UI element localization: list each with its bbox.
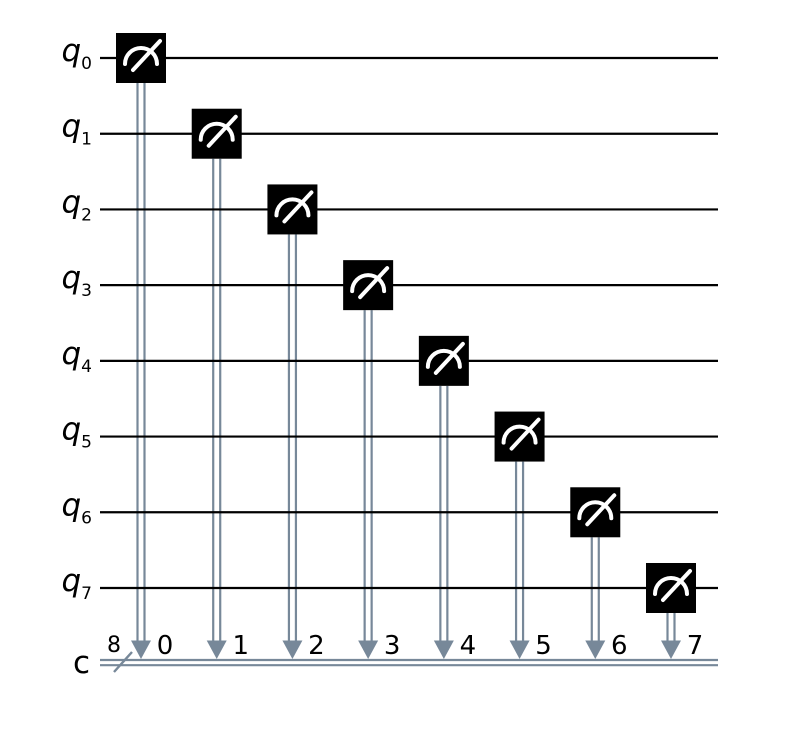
clbit-index-label-5: 5 bbox=[535, 631, 552, 661]
qubit-label-name-q3: q bbox=[61, 260, 81, 296]
measure-gauge-needle-icon-q2 bbox=[282, 190, 314, 224]
qubit-label-name-q5: q bbox=[61, 412, 81, 448]
clbit-index-label-4: 4 bbox=[460, 631, 477, 661]
measure-arrow-q4 bbox=[433, 640, 454, 659]
measure-arrow-q5 bbox=[509, 640, 530, 659]
qubit-label-sub-q4: 4 bbox=[81, 357, 92, 377]
qubit-label-q5: q5 bbox=[61, 412, 92, 453]
qubit-label-name-q4: q bbox=[61, 336, 81, 372]
measure-arrow-q0 bbox=[131, 640, 151, 659]
measure-gauge-arc-icon-q5 bbox=[501, 424, 538, 445]
qubit-label-name-q2: q bbox=[61, 184, 81, 220]
measure-gauge-needle-icon-q1 bbox=[206, 114, 238, 148]
clbit-index-label-0: 0 bbox=[157, 631, 174, 661]
qubit-label-sub-q7: 7 bbox=[81, 584, 92, 604]
measure-gauge-needle-icon-q5 bbox=[509, 417, 541, 451]
measure-gauge-needle-icon-q3 bbox=[358, 266, 390, 300]
clbit-index-label-6: 6 bbox=[611, 631, 628, 661]
creg-size-slash bbox=[113, 651, 133, 673]
qubit-label-q0: q0 bbox=[61, 33, 92, 74]
measure-gauge-arc-icon-q1 bbox=[198, 121, 235, 142]
qubit-label-name-q7: q bbox=[61, 563, 81, 599]
qubit-label-q7: q7 bbox=[61, 563, 92, 604]
measure-gauge-arc-icon-q3 bbox=[350, 273, 387, 294]
measure-gauge-arc-icon-q6 bbox=[577, 500, 614, 521]
qubit-label-q1: q1 bbox=[61, 109, 92, 150]
qubit-label-name-q1: q bbox=[61, 109, 81, 145]
measure-arrow-q3 bbox=[358, 640, 379, 659]
qubit-label-sub-q6: 6 bbox=[81, 508, 92, 528]
measure-gauge-arc-icon-q4 bbox=[425, 348, 462, 369]
measure-arrow-q7 bbox=[660, 640, 681, 659]
creg-size-label: 8 bbox=[107, 633, 121, 658]
qubit-label-q6: q6 bbox=[61, 487, 92, 528]
qubit-label-name-q0: q bbox=[61, 33, 81, 69]
qubit-label-name-q6: q bbox=[61, 487, 81, 523]
measure-gauge-needle-icon-q0 bbox=[131, 39, 162, 72]
qubit-label-sub-q1: 1 bbox=[81, 130, 92, 150]
measure-gauge-needle-icon-q7 bbox=[660, 568, 692, 602]
measure-gauge-arc-icon-q0 bbox=[123, 46, 159, 66]
clbit-index-label-3: 3 bbox=[384, 631, 401, 661]
qubit-label-sub-q3: 3 bbox=[81, 281, 92, 301]
qubit-label-q3: q3 bbox=[61, 260, 92, 301]
measure-arrow-q1 bbox=[206, 640, 227, 659]
clbit-index-label-2: 2 bbox=[308, 631, 325, 661]
measure-arrow-q2 bbox=[282, 640, 303, 659]
creg-label: c bbox=[73, 645, 90, 681]
measure-arrow-q6 bbox=[585, 640, 606, 659]
qubit-label-sub-q2: 2 bbox=[81, 205, 92, 225]
qubit-label-q2: q2 bbox=[61, 184, 92, 225]
qubit-label-q4: q4 bbox=[61, 336, 92, 377]
measure-gauge-arc-icon-q2 bbox=[274, 197, 311, 218]
measure-gauge-arc-icon-q7 bbox=[652, 576, 689, 596]
clbit-index-label-7: 7 bbox=[687, 631, 704, 661]
measure-gauge-needle-icon-q6 bbox=[585, 493, 617, 527]
clbit-index-label-1: 1 bbox=[232, 631, 249, 661]
measure-gauge-needle-icon-q4 bbox=[433, 341, 465, 375]
qubit-label-sub-q0: 0 bbox=[81, 54, 92, 74]
qubit-label-sub-q5: 5 bbox=[81, 433, 92, 453]
